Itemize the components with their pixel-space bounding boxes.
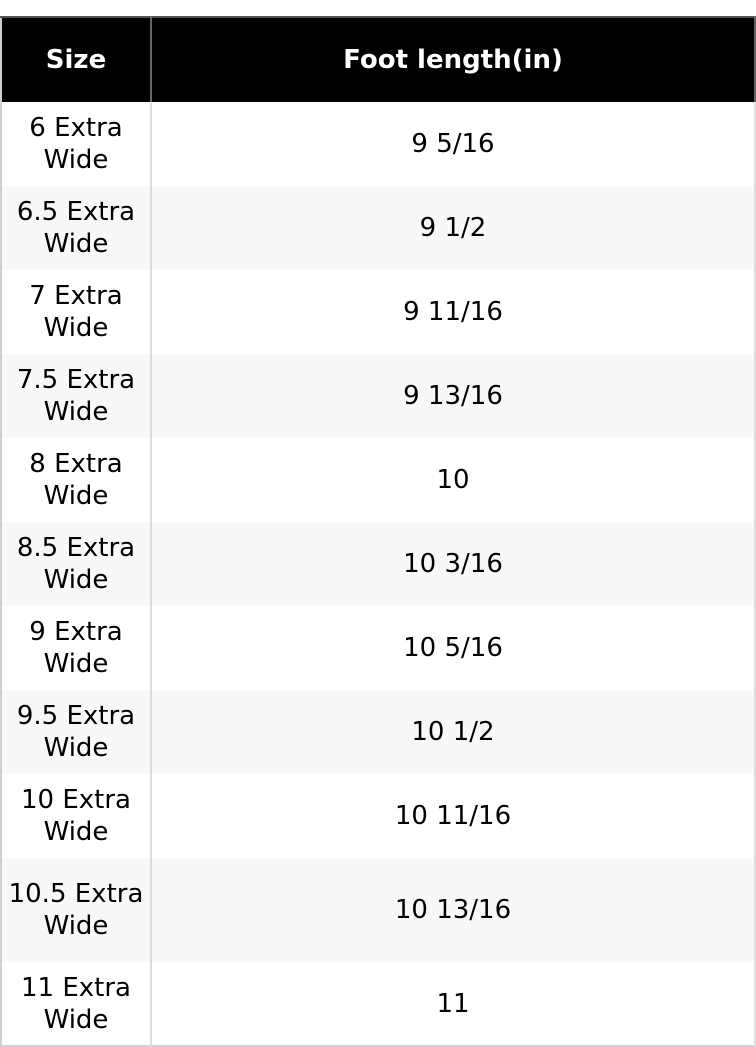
- table-row: 8 Extra Wide 10: [1, 438, 756, 522]
- table-row: 8.5 Extra Wide 10 3/16: [1, 522, 756, 606]
- foot-length-cell: 11: [151, 962, 756, 1046]
- table-row: 10 Extra Wide 10 11/16: [1, 774, 756, 858]
- foot-length-cell: 10 11/16: [151, 774, 756, 858]
- header-row: Size Foot length(in): [1, 17, 756, 102]
- size-cell: 9.5 Extra Wide: [1, 690, 152, 774]
- foot-length-cell: 10 3/16: [151, 522, 756, 606]
- size-cell: 11 Extra Wide: [1, 962, 152, 1046]
- size-cell: 9 Extra Wide: [1, 606, 152, 690]
- size-cell: 7 Extra Wide: [1, 270, 152, 354]
- size-chart-table: Size Foot length(in) 6 Extra Wide 9 5/16 6…: [0, 16, 756, 1047]
- size-cell: 10 Extra Wide: [1, 774, 152, 858]
- foot-length-cell: 9 1/2: [151, 186, 756, 270]
- table-row: 9.5 Extra Wide 10 1/2: [1, 690, 756, 774]
- foot-length-cell: 10 1/2: [151, 690, 756, 774]
- foot-length-cell: 10 13/16: [151, 858, 756, 962]
- header-size: Size: [1, 17, 152, 102]
- table-row: 7.5 Extra Wide 9 13/16: [1, 354, 756, 438]
- size-cell: 10.5 Extra Wide: [1, 858, 152, 962]
- header-foot-length: Foot length(in): [151, 17, 756, 102]
- table-row: 11 Extra Wide 11: [1, 962, 756, 1046]
- size-cell: 6 Extra Wide: [1, 102, 152, 186]
- table-row: 9 Extra Wide 10 5/16: [1, 606, 756, 690]
- foot-length-cell: 9 11/16: [151, 270, 756, 354]
- size-cell: 8.5 Extra Wide: [1, 522, 152, 606]
- foot-length-cell: 10 5/16: [151, 606, 756, 690]
- foot-length-cell: 10: [151, 438, 756, 522]
- size-cell: 7.5 Extra Wide: [1, 354, 152, 438]
- table-row: 6.5 Extra Wide 9 1/2: [1, 186, 756, 270]
- size-cell: 6.5 Extra Wide: [1, 186, 152, 270]
- table-row: 6 Extra Wide 9 5/16: [1, 102, 756, 186]
- foot-length-cell: 9 5/16: [151, 102, 756, 186]
- table-row: 10.5 Extra Wide 10 13/16: [1, 858, 756, 962]
- size-cell: 8 Extra Wide: [1, 438, 152, 522]
- foot-length-cell: 9 13/16: [151, 354, 756, 438]
- table-row: 7 Extra Wide 9 11/16: [1, 270, 756, 354]
